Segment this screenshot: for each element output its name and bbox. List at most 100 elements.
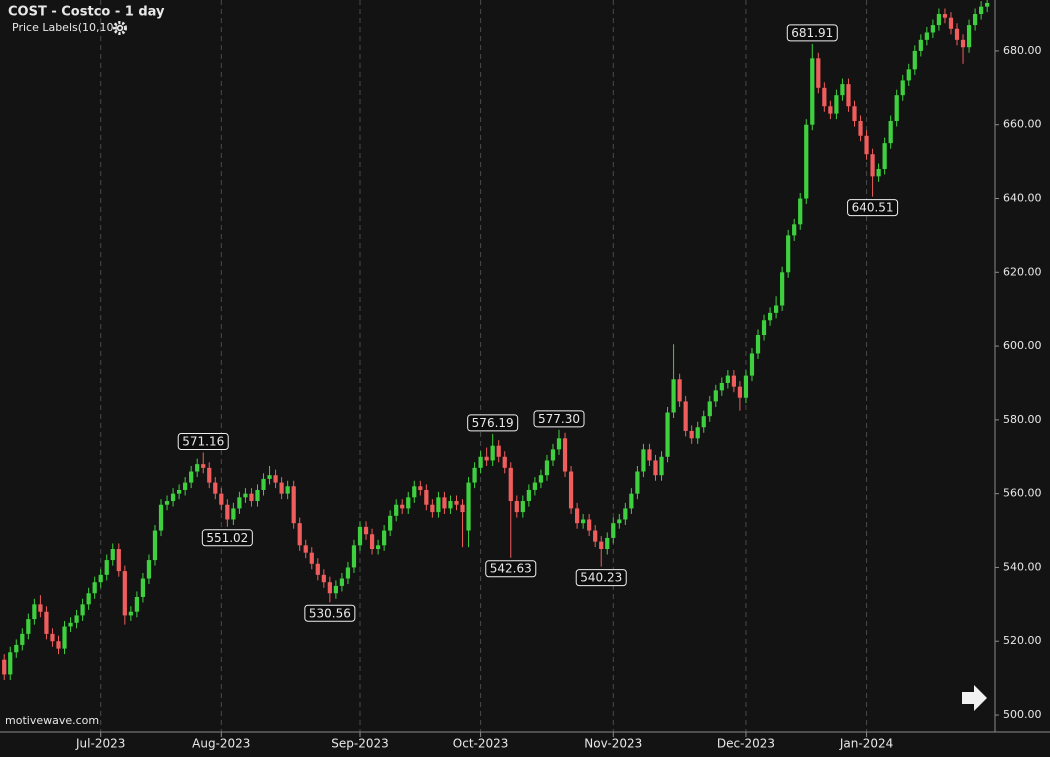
- candle-body: [514, 501, 519, 513]
- candle-body: [339, 578, 345, 586]
- price-label-text: 577.30: [538, 412, 580, 426]
- candle-body: [122, 571, 127, 616]
- scroll-arrow[interactable]: [962, 685, 987, 711]
- candle-body: [526, 489, 531, 502]
- candle-body: [936, 14, 942, 26]
- candle-body: [375, 545, 381, 549]
- candle-body: [924, 32, 929, 40]
- candle-body: [599, 541, 604, 549]
- price-label-text: 530.56: [309, 606, 351, 620]
- candle-body: [472, 467, 477, 483]
- candle-body: [713, 390, 718, 402]
- candle-body: [556, 438, 562, 450]
- candle-body: [587, 519, 592, 531]
- candle-body: [351, 545, 357, 568]
- candle-body: [56, 641, 61, 649]
- x-tick-label: Oct-2023: [453, 737, 509, 751]
- price-label: 551.02: [201, 529, 253, 547]
- candle-body: [285, 486, 290, 494]
- candle-body: [20, 633, 25, 645]
- candle-body: [496, 445, 501, 457]
- candle-body: [840, 84, 845, 96]
- candle-body: [237, 497, 242, 509]
- price-label: 576.19: [467, 414, 519, 432]
- candle-body: [490, 445, 495, 461]
- candle-body: [906, 69, 911, 81]
- candle-body: [430, 504, 435, 513]
- y-tick-label: 520.00: [1003, 634, 1042, 647]
- candle-body: [183, 482, 188, 490]
- candle-body: [454, 501, 459, 505]
- candle-body: [448, 501, 453, 509]
- y-tick-label: 620.00: [1003, 265, 1042, 278]
- candle-body: [267, 475, 272, 479]
- candle-body: [659, 456, 664, 476]
- candle-body: [442, 497, 447, 509]
- candle-body: [333, 585, 338, 594]
- candle-body: [948, 17, 954, 29]
- candle-body: [394, 504, 399, 516]
- x-tick-label: Aug-2023: [192, 737, 250, 751]
- candle-body: [804, 124, 809, 199]
- candle-body: [792, 224, 797, 236]
- candle-body: [116, 549, 121, 572]
- candle-body: [635, 471, 640, 494]
- price-label-text: 576.19: [472, 416, 514, 430]
- y-tick-label: 500.00: [1003, 708, 1042, 721]
- candle-body: [92, 582, 97, 594]
- candle-body: [164, 501, 170, 505]
- settings-icon[interactable]: [113, 21, 127, 35]
- axes: 500.00 520.00 540.00 560.00 580.00 600.00 620.…: [75, 44, 1041, 751]
- candle-body: [213, 482, 218, 494]
- candle-body: [309, 552, 314, 564]
- candle-body: [810, 58, 815, 125]
- candle-body: [80, 604, 85, 616]
- candle-body: [960, 39, 966, 48]
- candle-body: [327, 582, 332, 594]
- candle-body: [44, 611, 49, 634]
- candle-body: [858, 121, 863, 136]
- candle-body: [954, 28, 960, 40]
- price-label: 571.16: [177, 432, 229, 450]
- candle-body: [816, 58, 821, 88]
- candle-body: [388, 515, 393, 531]
- candle-body: [345, 567, 351, 579]
- candle-body: [852, 106, 857, 122]
- candle-body: [382, 530, 387, 546]
- candle-body: [972, 14, 978, 26]
- price-label-box: [575, 569, 627, 587]
- price-label: 577.30: [533, 410, 585, 428]
- candle-body: [574, 508, 580, 524]
- candle-body: [755, 335, 761, 354]
- candle-body: [900, 80, 905, 96]
- candle-body: [568, 471, 574, 509]
- candle-body: [888, 121, 893, 144]
- candle-body: [400, 504, 405, 509]
- candle-body: [38, 604, 43, 612]
- candle-body: [291, 486, 296, 524]
- candle-body: [647, 449, 652, 461]
- x-tick-label: Sep-2023: [331, 737, 389, 751]
- candle-body: [985, 2, 990, 7]
- candle-body: [170, 493, 176, 502]
- candle-body: [466, 482, 471, 531]
- price-label-text: 540.23: [580, 571, 622, 585]
- candle-body: [761, 320, 767, 336]
- price-label-text: 640.51: [852, 201, 894, 215]
- candle-body: [255, 489, 260, 502]
- candle-body: [140, 578, 146, 597]
- candle-body: [544, 460, 550, 476]
- candle-body: [930, 25, 935, 33]
- candle-body: [249, 493, 254, 502]
- y-tick-label: 540.00: [1003, 560, 1042, 573]
- indicator-name: Price Labels(10,10): [12, 21, 118, 34]
- candle-body: [828, 106, 833, 114]
- candle-body: [104, 560, 109, 575]
- price-label-box: [786, 24, 838, 42]
- price-label-box: [201, 529, 253, 547]
- y-tick-label: 600.00: [1003, 339, 1042, 352]
- candle-body: [870, 154, 875, 177]
- candle-body: [653, 460, 658, 476]
- candle-body: [677, 379, 682, 402]
